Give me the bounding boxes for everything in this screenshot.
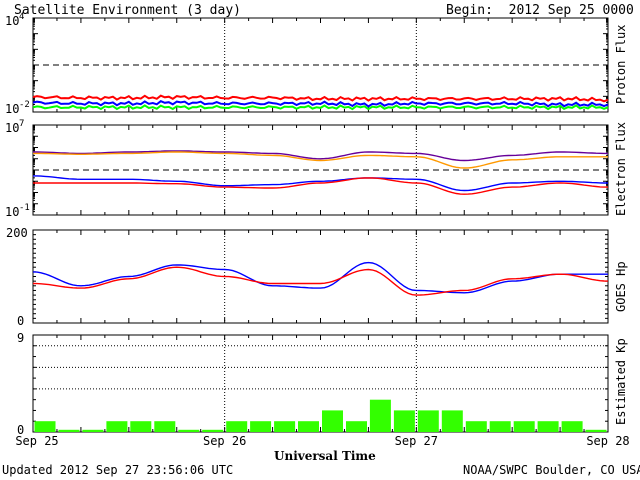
- proton-series-green: [32, 104, 609, 111]
- kp-bar: [274, 421, 296, 432]
- kp-bar: [369, 399, 391, 432]
- kp-bar: [561, 421, 583, 432]
- kp-bar: [202, 429, 224, 432]
- kp-bar: [465, 421, 487, 432]
- kp-bar: [298, 421, 319, 432]
- kp-bar: [322, 410, 343, 432]
- electron-flux-label: Electron Flux: [614, 122, 628, 216]
- proton-y-tick-label: 10: [5, 102, 19, 116]
- hp-y-tick-label: 200: [6, 226, 28, 240]
- proton-y-tick-exponent: -2: [19, 100, 30, 110]
- kp-bar: [393, 410, 415, 432]
- kp-bar: [417, 410, 439, 432]
- x-tick-label: Sep 26: [203, 434, 246, 448]
- x-tick-label: Sep 27: [395, 434, 438, 448]
- electron-y-tick-label: 10: [5, 121, 19, 135]
- hp-series-blue: [32, 261, 608, 294]
- kp-bar: [106, 421, 128, 432]
- kp-panel-frame: [32, 334, 609, 433]
- estimated-kp-label: Estimated Kp: [614, 338, 628, 425]
- kp-bar: [34, 421, 56, 432]
- kp-bar: [346, 421, 367, 432]
- electron-series-orange: [33, 151, 608, 169]
- kp-bar: [82, 429, 104, 432]
- kp-bar: [537, 421, 559, 432]
- kp-bar: [250, 421, 272, 432]
- x-tick-label: Sep 28: [586, 434, 629, 448]
- electron-series-red: [33, 177, 608, 195]
- electron-y-tick-label: 10: [5, 205, 19, 219]
- kp-bar: [226, 421, 248, 432]
- kp-bar: [58, 429, 80, 432]
- proton-y-tick-exponent: 4: [19, 12, 24, 22]
- kp-y-tick-label: 9: [17, 331, 24, 345]
- kp-bar: [513, 421, 535, 432]
- updated-time: Updated 2012 Sep 27 23:56:06 UTC: [2, 463, 234, 477]
- x-tick-label: Sep 25: [15, 434, 58, 448]
- proton-series-red: [32, 94, 609, 103]
- electron-panel-frame: [32, 124, 609, 216]
- kp-bar: [130, 421, 152, 432]
- begin-time: Begin: 2012 Sep 25 0000 UTC: [446, 3, 634, 18]
- hp-y-tick-label: 0: [17, 314, 24, 328]
- proton-series-blue: [32, 100, 609, 108]
- kp-y-tick-label: 0: [17, 423, 24, 437]
- proton-flux-label: Proton Flux: [614, 24, 628, 104]
- kp-bar: [441, 410, 463, 432]
- electron-series-blue: [33, 175, 608, 192]
- proton-y-tick-label: 10: [5, 14, 19, 28]
- kp-bar: [585, 429, 607, 432]
- goes-hp-label: GOES Hp: [614, 261, 628, 312]
- hp-series-red: [32, 266, 609, 296]
- kp-bar: [489, 421, 511, 432]
- kp-bar: [154, 421, 176, 432]
- chart-title: Satellite Environment (3 day): [14, 3, 241, 18]
- x-axis-label: Universal Time: [274, 449, 376, 463]
- electron-series-purple: [33, 150, 608, 162]
- hp-panel-frame: [32, 229, 609, 324]
- kp-bar: [178, 429, 200, 432]
- electron-y-tick-exponent: 7: [19, 119, 24, 129]
- electron-y-tick-exponent: -1: [19, 203, 30, 213]
- credit: NOAA/SWPC Boulder, CO USA: [463, 463, 640, 477]
